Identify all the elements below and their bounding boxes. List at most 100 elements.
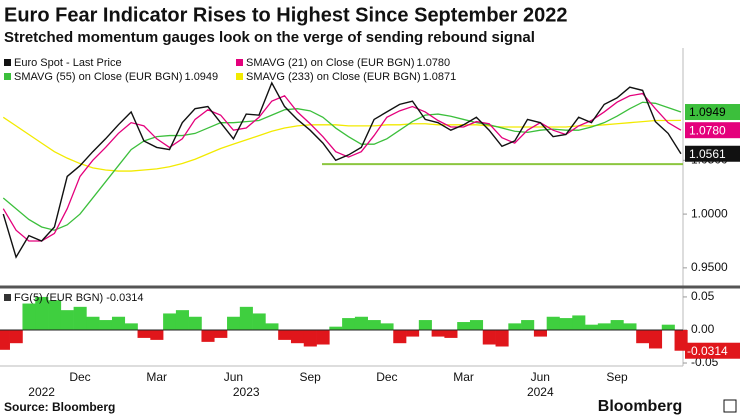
y-tick-label: 0.00 — [691, 322, 715, 336]
legend-swatch — [4, 294, 11, 301]
chart-title: Euro Fear Indicator Rises to Highest Sin… — [4, 4, 568, 26]
bar — [201, 329, 215, 342]
legend-label: SMAVG (21) on Close (EUR BGN) — [246, 57, 415, 69]
bar — [278, 329, 292, 340]
legend-value: 1.0949 — [185, 71, 219, 83]
x-tick-label: Sep — [606, 370, 628, 384]
bar — [124, 323, 138, 330]
last-value-box — [685, 104, 740, 121]
last-value-label: 1.0780 — [689, 123, 726, 137]
bar — [329, 326, 343, 330]
bar — [316, 329, 330, 345]
bar — [239, 306, 253, 330]
bar — [431, 329, 445, 337]
bar — [137, 329, 151, 338]
logo: Bloomberg — [598, 398, 682, 415]
bar — [354, 316, 368, 330]
x-tick-label: Jun — [224, 370, 243, 384]
y-tick-label: 0.05 — [691, 289, 715, 303]
bar — [290, 329, 305, 344]
bar — [648, 329, 663, 349]
bar — [188, 316, 202, 330]
legend-label: Euro Spot - Last Price — [14, 57, 122, 69]
bar — [150, 329, 164, 340]
legend-value: -0.0314 — [106, 292, 143, 304]
legend-swatch — [236, 59, 243, 66]
logo-icon — [723, 399, 737, 413]
bar — [572, 315, 586, 330]
bar — [444, 329, 458, 338]
chart-subtitle: Stretched momentum gauges look on the ve… — [4, 29, 535, 46]
bar — [674, 329, 688, 351]
bar — [252, 313, 266, 330]
last-value-label: -0.0314 — [687, 344, 728, 358]
bar — [99, 320, 113, 330]
x-tick-label: Dec — [69, 370, 90, 384]
bar — [585, 324, 599, 330]
bar — [559, 318, 573, 330]
bar — [73, 306, 87, 330]
last-value-box — [685, 342, 740, 359]
legend-swatch — [4, 73, 11, 80]
y-tick-label: 1.0000 — [691, 206, 728, 220]
x-tick-label: Mar — [453, 370, 474, 384]
x-tick-label: Mar — [146, 370, 167, 384]
y-tick-label: 0.9500 — [691, 260, 728, 274]
series-line — [2, 92, 682, 242]
series-line — [2, 81, 682, 259]
legend-label: FG(5) (EUR BGN) — [14, 292, 103, 304]
last-value-label: 1.0949 — [689, 105, 726, 119]
bar — [163, 313, 177, 330]
legend-swatch — [236, 73, 243, 80]
bar — [457, 322, 471, 330]
legend-swatch — [4, 59, 11, 66]
bar — [175, 310, 189, 330]
bar — [367, 320, 381, 330]
last-value-label: 1.0561 — [689, 147, 726, 161]
bar — [393, 329, 407, 344]
series-line — [2, 101, 682, 231]
bar — [482, 329, 496, 345]
last-value-box — [685, 145, 740, 162]
bar — [521, 320, 535, 330]
bar — [227, 316, 241, 330]
x-year-label: 2024 — [527, 385, 554, 399]
bar — [214, 329, 228, 338]
bar — [495, 329, 509, 347]
x-year-label: 2022 — [28, 385, 55, 399]
bar — [9, 329, 23, 344]
bar — [406, 329, 420, 337]
bar — [265, 323, 279, 330]
bar — [111, 316, 126, 330]
legend-label: SMAVG (233) on Close (EUR BGN) — [246, 71, 421, 83]
x-tick-label: Jun — [531, 370, 550, 384]
x-tick-label: Dec — [376, 370, 397, 384]
bar — [546, 316, 560, 330]
legend-label: SMAVG (55) on Close (EUR BGN) — [14, 71, 183, 83]
bar — [610, 320, 624, 330]
bar — [48, 300, 62, 330]
bar — [623, 323, 637, 330]
bar — [418, 320, 432, 330]
bar — [661, 324, 675, 330]
bar — [508, 323, 522, 330]
legend-value: 1.0780 — [417, 57, 451, 69]
bar — [380, 323, 394, 330]
bar — [86, 316, 100, 330]
source: Source: Bloomberg — [4, 400, 115, 414]
bar — [469, 320, 484, 330]
bar — [533, 329, 547, 337]
bar — [0, 329, 10, 350]
bar — [35, 296, 49, 330]
bar — [597, 323, 611, 330]
last-value-box — [685, 122, 740, 139]
legend-value: 1.0871 — [423, 71, 457, 83]
bar — [303, 329, 317, 347]
x-tick-label: Sep — [299, 370, 321, 384]
series-line — [2, 116, 681, 172]
bar — [22, 303, 36, 330]
x-year-label: 2023 — [233, 385, 260, 399]
bar — [342, 318, 356, 330]
